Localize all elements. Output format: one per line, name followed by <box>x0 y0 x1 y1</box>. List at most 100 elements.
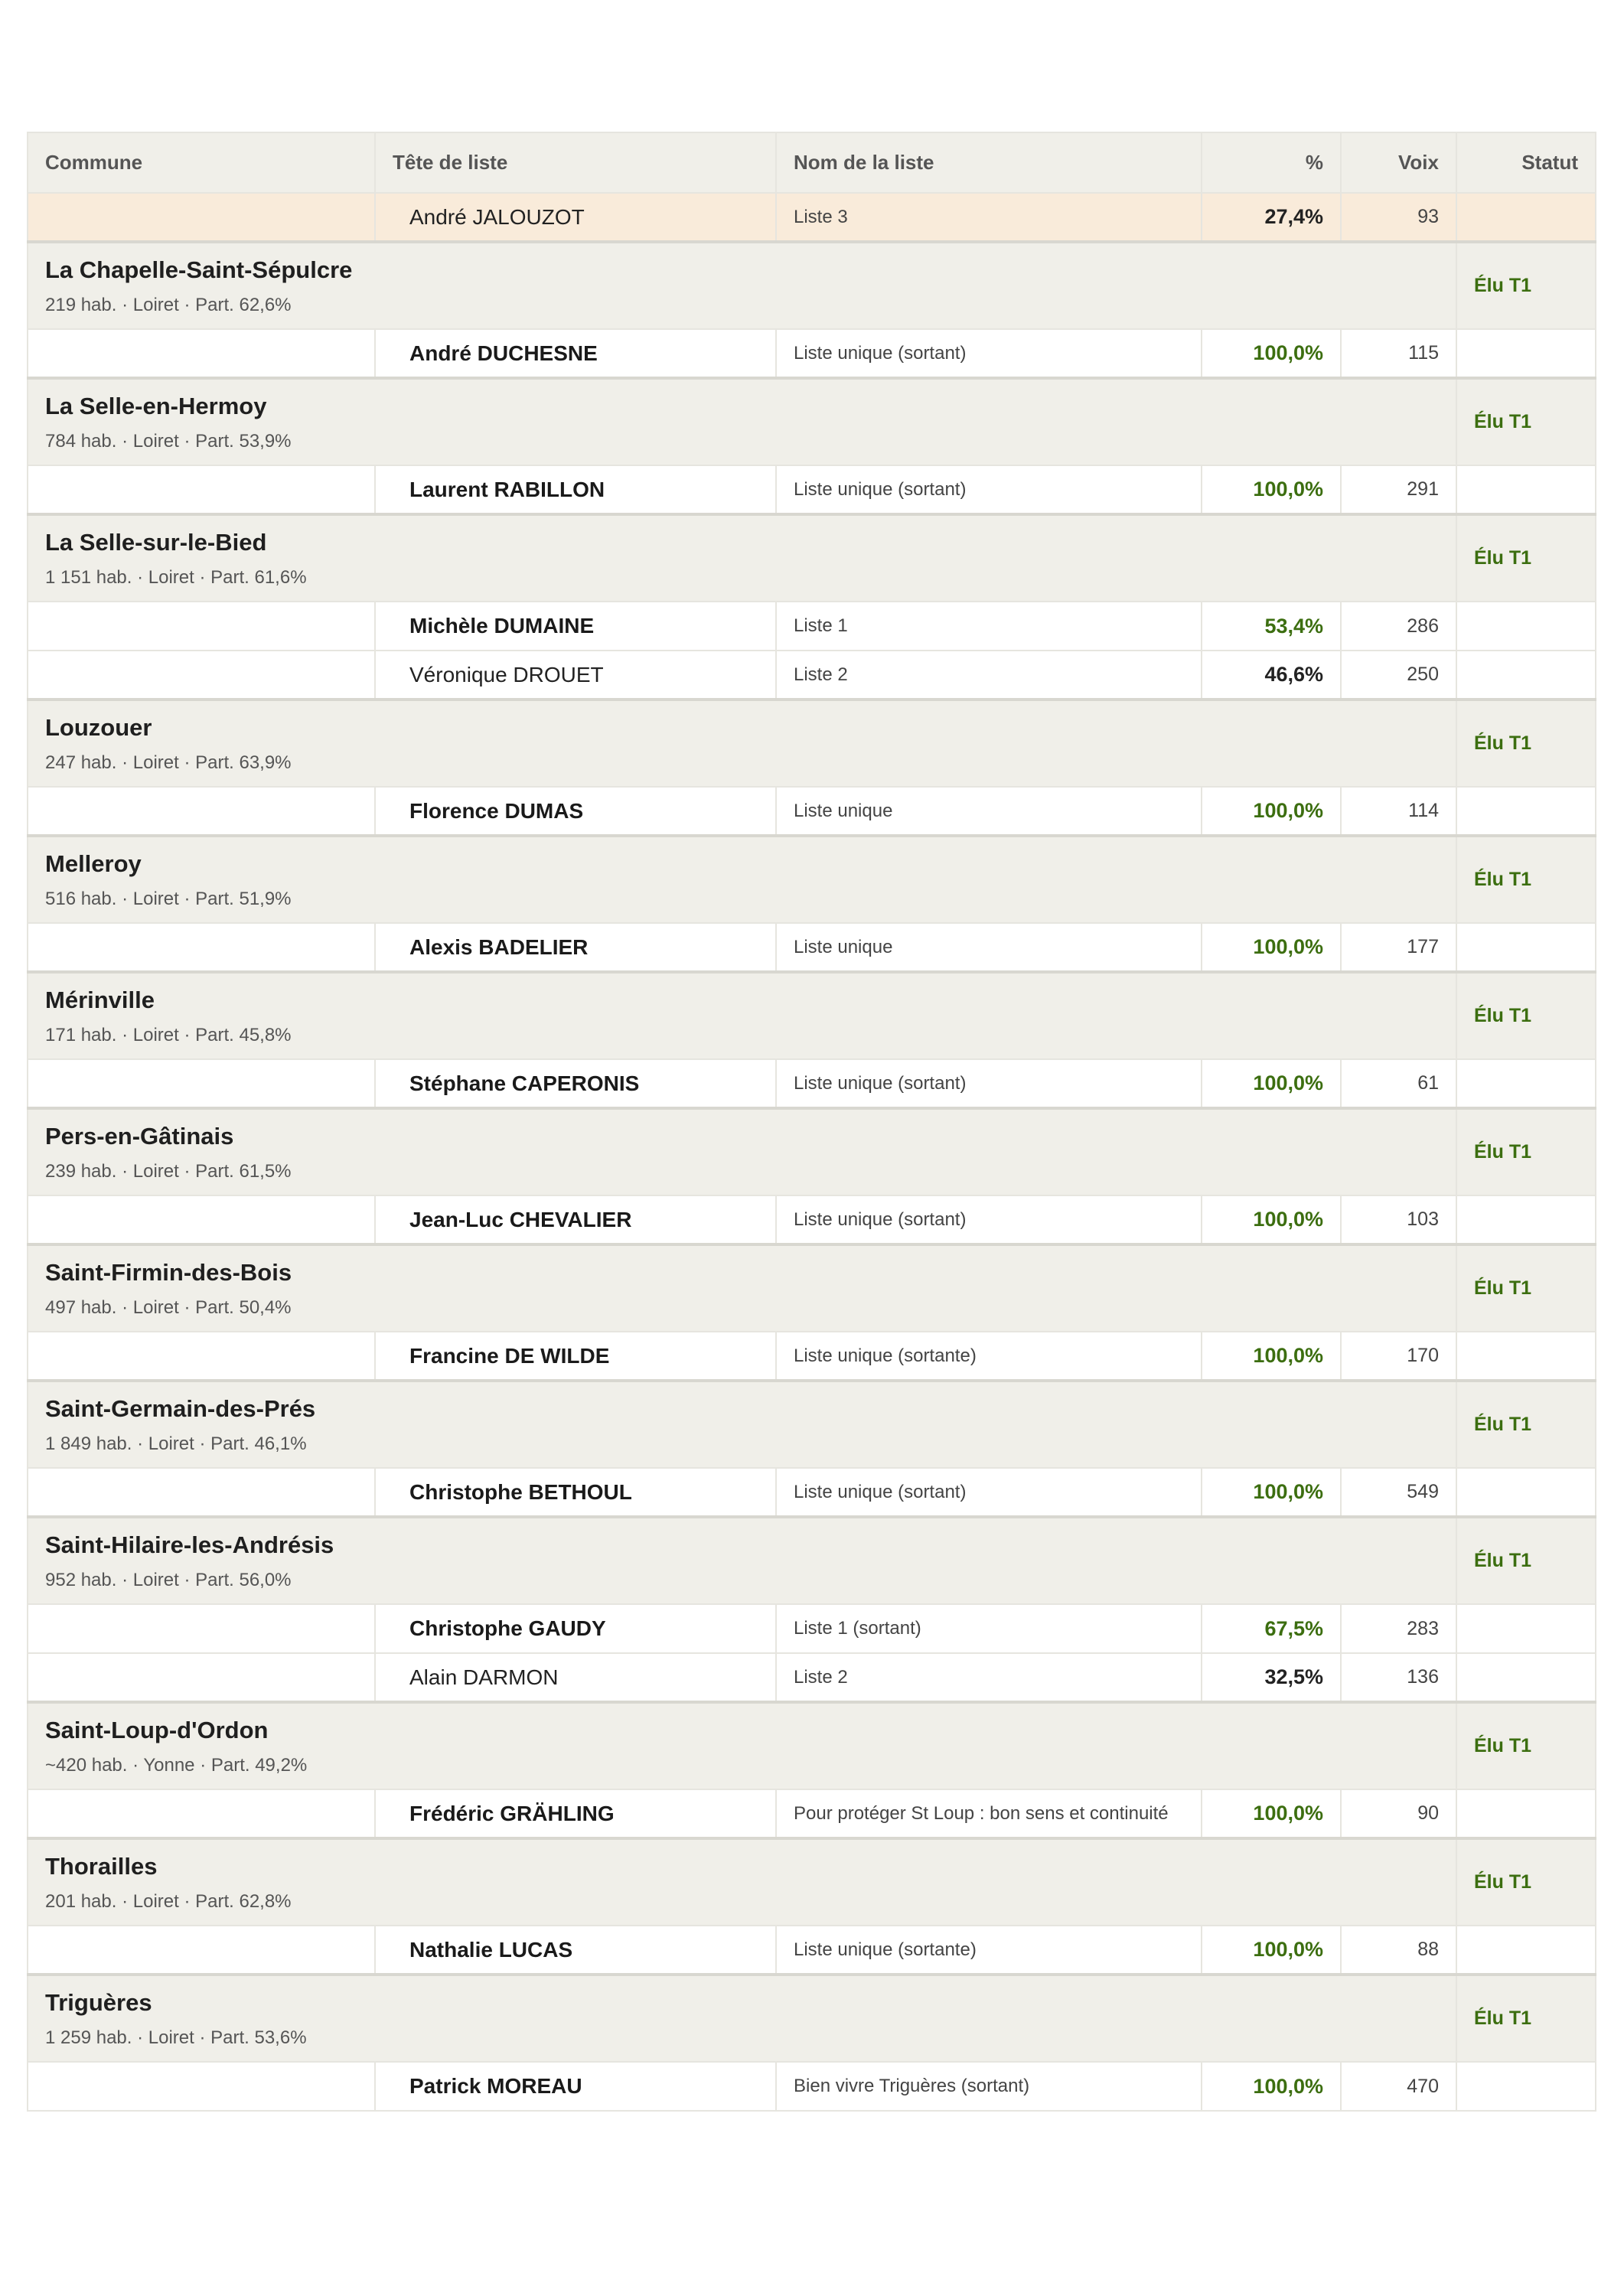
candidate-name: Laurent RABILLON <box>374 465 777 515</box>
candidate-name: Francine DE WILDE <box>374 1331 777 1381</box>
status-badge: Élu T1 <box>1474 1141 1532 1163</box>
list-name: Liste 1 (sortant) <box>775 1603 1202 1654</box>
header-percent[interactable]: % <box>1201 132 1342 194</box>
list-name: Liste unique (sortant) <box>775 1058 1202 1109</box>
header-tete-de-liste[interactable]: Tête de liste <box>374 132 777 194</box>
list-name: Liste unique (sortant) <box>775 465 1202 515</box>
commune-info: Triguères 1 259 hab. · Loiret · Part. 53,… <box>27 1973 1457 2063</box>
commune-name: Triguères <box>45 1988 152 2016</box>
commune-row: Louzouer 247 hab. · Loiret · Part. 63,9% É… <box>27 698 1596 788</box>
votes: 61 <box>1340 1058 1457 1109</box>
commune-cell-empty <box>27 2061 376 2112</box>
candidate-name: Christophe GAUDY <box>374 1603 777 1654</box>
commune-meta: 247 hab. · Loiret · Part. 63,9% <box>45 752 292 773</box>
list-name: Liste unique (sortant) <box>775 328 1202 379</box>
commune-meta: 171 hab. · Loiret · Part. 45,8% <box>45 1024 292 1045</box>
list-name: Bien vivre Triguères (sortant) <box>775 2061 1202 2112</box>
commune-cell-empty <box>27 922 376 973</box>
status-cell-empty <box>1456 192 1596 243</box>
status-badge: Élu T1 <box>1474 547 1532 569</box>
header-voix[interactable]: Voix <box>1340 132 1457 194</box>
status-cell-empty <box>1456 922 1596 973</box>
candidate-row: Christophe GAUDY Liste 1 (sortant) 67,5% 28… <box>27 1603 1596 1654</box>
commune-meta: 1 151 hab. · Loiret · Part. 61,6% <box>45 566 307 588</box>
status-cell-empty <box>1456 601 1596 651</box>
status-badge: Élu T1 <box>1474 732 1532 754</box>
status-cell: Élu T1 <box>1456 1973 1596 2063</box>
percent: 100,0% <box>1201 1331 1342 1381</box>
commune-cell-empty <box>27 1058 376 1109</box>
list-name: Liste 3 <box>775 192 1202 243</box>
commune-name: La Chapelle-Saint-Sépulcre <box>45 256 353 283</box>
status-badge: Élu T1 <box>1474 1277 1532 1299</box>
header-statut[interactable]: Statut <box>1456 132 1596 194</box>
commune-row: Saint-Germain-des-Prés 1 849 hab. · Loire… <box>27 1379 1596 1469</box>
commune-row: La Selle-en-Hermoy 784 hab. · Loiret · Pa… <box>27 377 1596 466</box>
status-cell-empty <box>1456 1195 1596 1245</box>
list-name: Liste 2 <box>775 650 1202 700</box>
commune-info: Melleroy 516 hab. · Loiret · Part. 51,9% <box>27 834 1457 924</box>
status-cell-empty <box>1456 650 1596 700</box>
commune-row: La Selle-sur-le-Bied 1 151 hab. · Loiret … <box>27 513 1596 602</box>
candidate-row: André DUCHESNE Liste unique (sortant) 100,… <box>27 328 1596 379</box>
header-nom-de-la-liste[interactable]: Nom de la liste <box>775 132 1202 194</box>
percent: 32,5% <box>1201 1652 1342 1703</box>
commune-name: Melleroy <box>45 850 142 877</box>
status-cell-empty <box>1456 1331 1596 1381</box>
candidate-name: Florence DUMAS <box>374 786 777 837</box>
status-cell-empty <box>1456 1058 1596 1109</box>
commune-row: La Chapelle-Saint-Sépulcre 219 hab. · Loi… <box>27 240 1596 330</box>
commune-cell-empty <box>27 465 376 515</box>
header-commune[interactable]: Commune <box>27 132 376 194</box>
list-name: Liste 1 <box>775 601 1202 651</box>
candidate-name: André JALOUZOT <box>374 192 777 243</box>
candidate-name: Nathalie LUCAS <box>374 1925 777 1975</box>
candidate-name: Véronique DROUET <box>374 650 777 700</box>
status-cell-empty <box>1456 1789 1596 1839</box>
status-cell-empty <box>1456 328 1596 379</box>
commune-row: Mérinville 171 hab. · Loiret · Part. 45,8… <box>27 970 1596 1060</box>
commune-cell-empty <box>27 1652 376 1703</box>
commune-row: Melleroy 516 hab. · Loiret · Part. 51,9% É… <box>27 834 1596 924</box>
votes: 286 <box>1340 601 1457 651</box>
candidate-row: Frédéric GRÄHLING Pour protéger St Loup :… <box>27 1789 1596 1839</box>
commune-cell-empty <box>27 786 376 837</box>
percent: 100,0% <box>1201 328 1342 379</box>
status-cell-empty <box>1456 1925 1596 1975</box>
candidate-name: Alexis BADELIER <box>374 922 777 973</box>
status-badge: Élu T1 <box>1474 1871 1532 1893</box>
status-cell-empty <box>1456 465 1596 515</box>
votes: 177 <box>1340 922 1457 973</box>
status-cell: Élu T1 <box>1456 377 1596 466</box>
commune-info: La Chapelle-Saint-Sépulcre 219 hab. · Loi… <box>27 240 1457 330</box>
candidate-row: Alain DARMON Liste 2 32,5% 136 <box>27 1652 1596 1703</box>
list-name: Liste unique (sortante) <box>775 1331 1202 1381</box>
status-cell: Élu T1 <box>1456 1515 1596 1605</box>
commune-name: Saint-Firmin-des-Bois <box>45 1258 292 1286</box>
status-cell: Élu T1 <box>1456 698 1596 788</box>
votes: 291 <box>1340 465 1457 515</box>
commune-info: Louzouer 247 hab. · Loiret · Part. 63,9% <box>27 698 1457 788</box>
commune-meta: 952 hab. · Loiret · Part. 56,0% <box>45 1569 292 1590</box>
percent: 46,6% <box>1201 650 1342 700</box>
commune-meta: 201 hab. · Loiret · Part. 62,8% <box>45 1890 292 1912</box>
commune-meta: 516 hab. · Loiret · Part. 51,9% <box>45 888 292 909</box>
commune-meta: 1 259 hab. · Loiret · Part. 53,6% <box>45 2027 307 2048</box>
percent: 27,4% <box>1201 192 1342 243</box>
status-cell-empty <box>1456 1467 1596 1518</box>
list-name: Liste 2 <box>775 1652 1202 1703</box>
commune-info: La Selle-en-Hermoy 784 hab. · Loiret · Pa… <box>27 377 1457 466</box>
status-badge: Élu T1 <box>1474 2007 1532 2029</box>
commune-meta: 1 849 hab. · Loiret · Part. 46,1% <box>45 1433 307 1454</box>
commune-name: Louzouer <box>45 713 152 741</box>
candidate-name: Michèle DUMAINE <box>374 601 777 651</box>
candidate-row: Véronique DROUET Liste 2 46,6% 250 <box>27 650 1596 700</box>
votes: 88 <box>1340 1925 1457 1975</box>
status-cell: Élu T1 <box>1456 1107 1596 1196</box>
status-badge: Élu T1 <box>1474 1735 1532 1756</box>
percent: 100,0% <box>1201 1789 1342 1839</box>
status-cell: Élu T1 <box>1456 1379 1596 1469</box>
commune-meta: 239 hab. · Loiret · Part. 61,5% <box>45 1160 292 1182</box>
status-badge: Élu T1 <box>1474 411 1532 432</box>
commune-cell-empty <box>27 650 376 700</box>
